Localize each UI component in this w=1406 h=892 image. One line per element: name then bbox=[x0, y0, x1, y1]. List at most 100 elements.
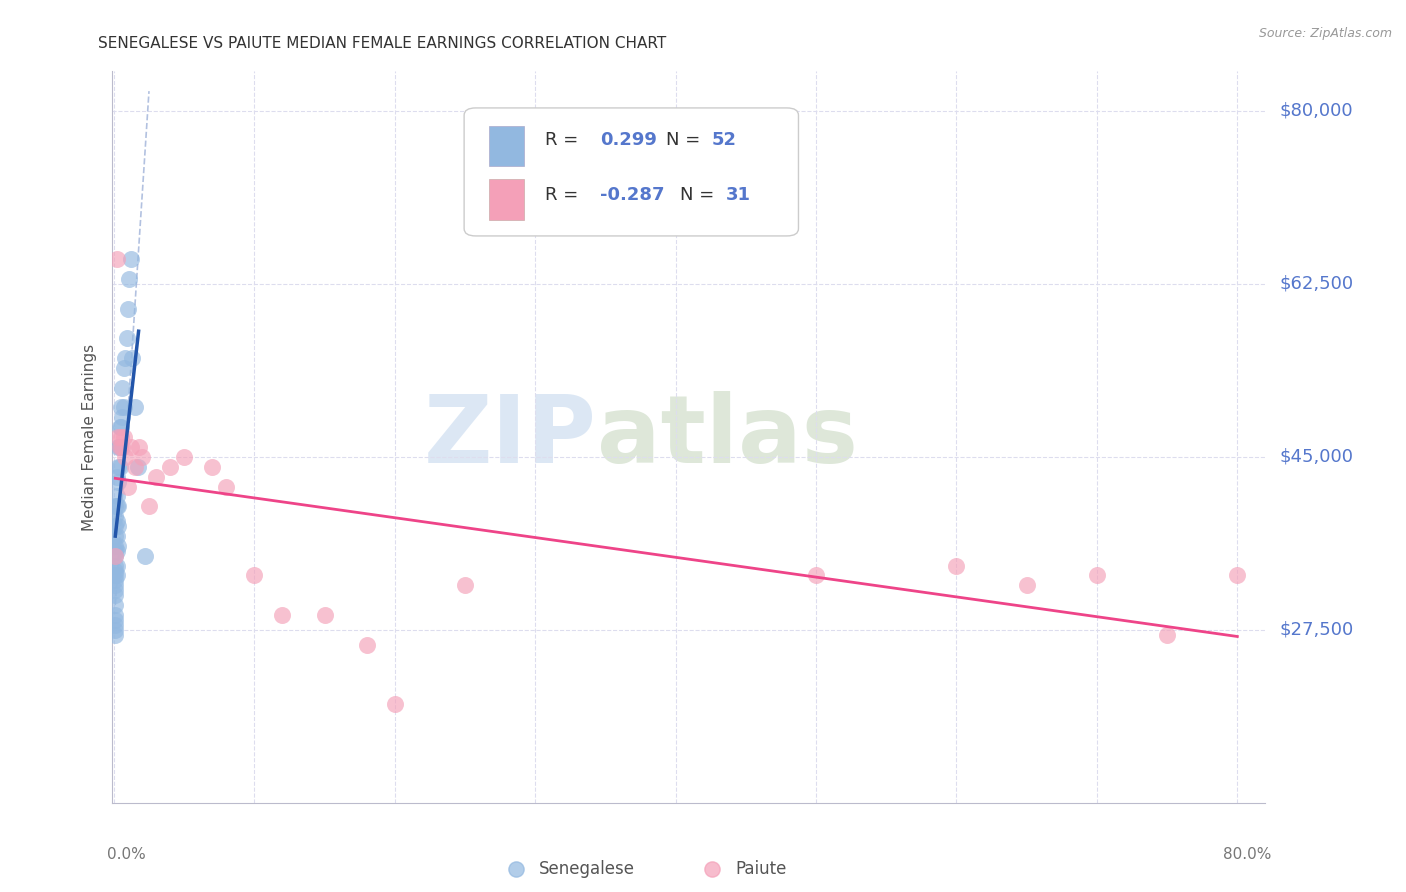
Point bbox=[314, 607, 336, 622]
Text: R =: R = bbox=[546, 186, 583, 203]
Point bbox=[104, 613, 127, 627]
Point bbox=[131, 450, 153, 464]
Point bbox=[215, 479, 238, 493]
Point bbox=[105, 529, 128, 543]
Text: $80,000: $80,000 bbox=[1279, 102, 1353, 120]
Point bbox=[105, 469, 128, 483]
Bar bbox=[489, 179, 524, 219]
Text: 31: 31 bbox=[725, 186, 751, 203]
Text: N =: N = bbox=[666, 131, 706, 149]
Point bbox=[111, 440, 134, 454]
Point bbox=[107, 475, 129, 489]
Point bbox=[114, 450, 136, 464]
Point bbox=[145, 469, 167, 483]
Text: 0.0%: 0.0% bbox=[107, 847, 145, 862]
Text: SENEGALESE VS PAIUTE MEDIAN FEMALE EARNINGS CORRELATION CHART: SENEGALESE VS PAIUTE MEDIAN FEMALE EARNI… bbox=[98, 36, 666, 51]
Point bbox=[111, 381, 134, 395]
Point bbox=[105, 489, 128, 503]
Text: ZIP: ZIP bbox=[423, 391, 596, 483]
Text: $27,500: $27,500 bbox=[1279, 621, 1354, 639]
Point bbox=[104, 529, 127, 543]
Point bbox=[124, 401, 146, 415]
Point bbox=[104, 623, 127, 637]
Point bbox=[454, 578, 477, 592]
Text: Paiute: Paiute bbox=[735, 860, 786, 878]
Point bbox=[104, 568, 127, 582]
Point bbox=[104, 618, 127, 632]
Point bbox=[111, 410, 134, 425]
Point bbox=[104, 564, 127, 578]
Point bbox=[201, 459, 224, 474]
Point bbox=[945, 558, 967, 573]
Point bbox=[104, 598, 127, 612]
Point bbox=[159, 459, 181, 474]
Text: $62,500: $62,500 bbox=[1279, 275, 1354, 293]
Point bbox=[118, 272, 141, 286]
Point bbox=[108, 459, 131, 474]
Point bbox=[105, 568, 128, 582]
Point bbox=[1085, 568, 1108, 582]
Point bbox=[112, 360, 135, 375]
Bar bbox=[489, 126, 524, 166]
Point bbox=[271, 607, 294, 622]
Point bbox=[107, 519, 129, 533]
Point bbox=[104, 607, 127, 622]
Text: 80.0%: 80.0% bbox=[1223, 847, 1271, 862]
Text: N =: N = bbox=[679, 186, 720, 203]
Point bbox=[104, 583, 127, 598]
Point bbox=[105, 543, 128, 558]
Point bbox=[110, 401, 132, 415]
Text: atlas: atlas bbox=[596, 391, 858, 483]
Point bbox=[112, 401, 135, 415]
Point bbox=[120, 440, 142, 454]
Point bbox=[1156, 628, 1178, 642]
Point bbox=[108, 440, 131, 454]
Point bbox=[1015, 578, 1038, 592]
Point bbox=[104, 628, 127, 642]
Point bbox=[110, 430, 132, 444]
Point bbox=[173, 450, 195, 464]
Text: 52: 52 bbox=[711, 131, 737, 149]
Point bbox=[105, 500, 128, 514]
Point bbox=[138, 500, 160, 514]
Point bbox=[107, 459, 129, 474]
Point bbox=[124, 459, 146, 474]
Point bbox=[112, 430, 135, 444]
Point bbox=[104, 500, 127, 514]
Point bbox=[104, 558, 127, 573]
Point bbox=[115, 331, 138, 345]
Point bbox=[121, 351, 143, 365]
Point bbox=[117, 479, 139, 493]
Point bbox=[1226, 568, 1249, 582]
Point bbox=[127, 459, 149, 474]
Point bbox=[128, 440, 150, 454]
Point bbox=[107, 430, 129, 444]
Point bbox=[104, 588, 127, 602]
Point bbox=[107, 440, 129, 454]
Point bbox=[104, 543, 127, 558]
Point bbox=[108, 420, 131, 434]
Point bbox=[105, 514, 128, 528]
Point bbox=[104, 509, 127, 524]
Point bbox=[120, 252, 142, 267]
Point bbox=[114, 351, 136, 365]
Point bbox=[105, 558, 128, 573]
Point bbox=[107, 500, 129, 514]
Point bbox=[104, 578, 127, 592]
Point bbox=[105, 252, 128, 267]
Point bbox=[107, 539, 129, 553]
Point bbox=[104, 549, 127, 563]
Point bbox=[104, 574, 127, 588]
Point bbox=[356, 638, 378, 652]
Point bbox=[384, 697, 406, 711]
Text: R =: R = bbox=[546, 131, 583, 149]
Point bbox=[104, 519, 127, 533]
Point bbox=[110, 420, 132, 434]
Point bbox=[243, 568, 266, 582]
Text: -0.287: -0.287 bbox=[600, 186, 665, 203]
Y-axis label: Median Female Earnings: Median Female Earnings bbox=[82, 343, 97, 531]
Point bbox=[804, 568, 827, 582]
Text: Source: ZipAtlas.com: Source: ZipAtlas.com bbox=[1258, 27, 1392, 40]
Text: Senegalese: Senegalese bbox=[538, 860, 636, 878]
Text: $45,000: $45,000 bbox=[1279, 448, 1354, 466]
